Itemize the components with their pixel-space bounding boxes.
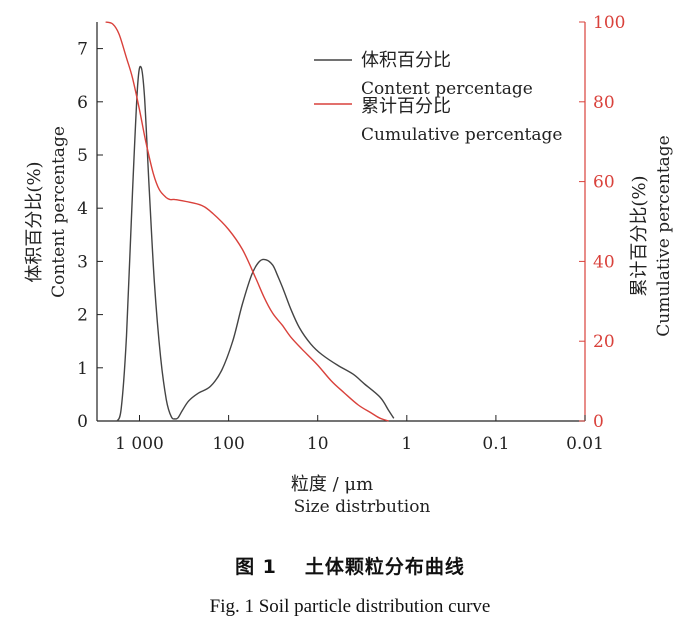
y-right-tick-label: 40 <box>593 252 615 272</box>
x-axis-label-cn: 粒度 / μm <box>291 474 373 495</box>
x-tick-label: 0.01 <box>566 434 604 454</box>
x-tick-label: 0.1 <box>482 434 509 454</box>
x-axis-label-en: Size distrbution <box>294 497 431 517</box>
legend-label-cn: 体积百分比 <box>361 50 451 71</box>
cumulative-percentage-line <box>105 21 389 422</box>
chart-svg: 1 000 100 10 1 0.1 0.01 0 1 2 3 4 5 6 7 0 20 40 60 80 100… <box>24 13 674 517</box>
x-axis: 1 000 100 10 1 0.1 0.01 <box>115 415 604 454</box>
y-left-tick-label: 4 <box>77 199 88 219</box>
y-left-tick-label: 7 <box>77 40 88 60</box>
figure-title-cn: 土体颗粒分布曲线 <box>304 556 465 578</box>
y-left-tick-label: 6 <box>77 93 88 113</box>
y-right-tick-label: 60 <box>593 173 615 193</box>
legend-label-en: Cumulative percentage <box>361 125 562 145</box>
legend-label-en: Content percentage <box>361 79 533 99</box>
y-right-tick-label: 100 <box>593 13 625 33</box>
y-axis-right-label-cn: 累计百分比(%) <box>629 175 650 296</box>
y-axis-right: 0 20 40 60 80 100 <box>579 13 625 432</box>
y-axis-left-label-en: Content percentage <box>49 126 69 298</box>
y-axis-left-label-cn: 体积百分比(%) <box>24 161 45 282</box>
y-axis-left: 0 1 2 3 4 5 6 7 <box>77 40 103 432</box>
figure-caption-en: Fig. 1 Soil particle distribution curve <box>209 596 491 617</box>
y-right-tick-label: 0 <box>593 412 604 432</box>
content-percentage-line <box>116 65 395 422</box>
legend-label-cn: 累计百分比 <box>361 96 451 117</box>
figure-caption-cn: 图 1 土体颗粒分布曲线 <box>0 552 700 579</box>
x-tick-label: 1 000 <box>115 434 164 454</box>
x-tick-label: 100 <box>212 434 244 454</box>
figure-number-cn: 图 1 <box>235 556 277 578</box>
y-left-tick-label: 0 <box>77 412 88 432</box>
y-right-tick-label: 80 <box>593 93 615 113</box>
y-right-tick-label: 20 <box>593 332 615 352</box>
x-tick-label: 1 <box>401 434 412 454</box>
plot-frame <box>96 22 586 422</box>
y-axis-right-label-en: Cumulative percentage <box>654 135 674 336</box>
y-left-tick-label: 3 <box>77 252 88 272</box>
y-left-tick-label: 5 <box>77 146 88 166</box>
y-left-tick-label: 2 <box>77 306 88 326</box>
x-tick-label: 10 <box>307 434 329 454</box>
y-left-tick-label: 1 <box>77 359 88 379</box>
series-layer <box>105 21 395 422</box>
